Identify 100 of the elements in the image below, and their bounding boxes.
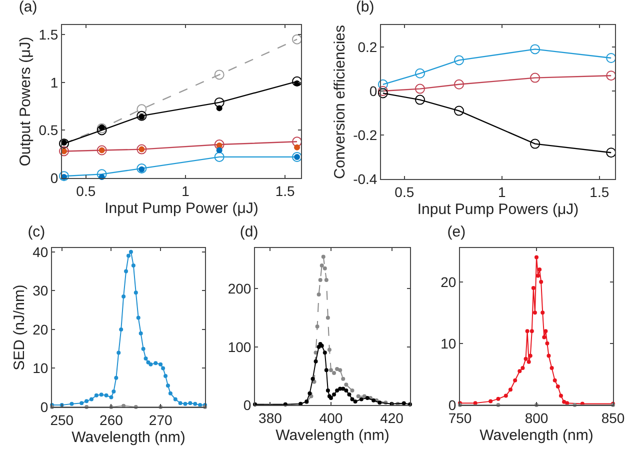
point [606,70,616,81]
point [94,393,98,398]
point [131,263,136,268]
point [310,376,315,381]
point [378,400,382,405]
y-tick-label: 1 [50,74,58,90]
point [530,329,534,334]
y-tick-label: 40 [32,244,48,260]
point [294,144,300,150]
point [154,361,158,366]
point [531,286,536,290]
y-tick-label: 10 [440,335,456,352]
point [193,402,198,406]
point [378,86,388,96]
point [525,329,530,334]
point [338,368,342,372]
point [552,378,557,382]
x-tick-label: 380 [258,410,282,426]
point [359,397,364,402]
point [350,397,354,402]
point [216,147,222,154]
x-tick-label: 260 [100,412,124,428]
point [538,268,542,272]
point [104,393,108,398]
point [415,94,425,105]
x-tick-label: 1 [182,182,190,199]
x-axis-title: Wavelength (nm) [276,426,390,444]
point [454,106,464,116]
chart-title: (e) [447,224,466,241]
x-tick-label: 0.5 [394,184,414,200]
point [122,294,126,298]
x-tick-label: 400 [319,410,343,426]
point [326,316,330,320]
y-tick-label: 0 [243,396,252,413]
point [324,368,328,372]
y-axis-title: Conversion efficiencies [331,25,348,179]
point [341,386,346,391]
point [544,329,548,334]
x-tick-label: 270 [148,412,172,428]
y-tick-label: 1.5 [38,26,58,42]
point [84,399,89,404]
x-tick-label: 250 [50,412,74,428]
point [550,366,554,370]
y-axis-title: SED (nJ/nm) [10,284,28,370]
point [542,335,546,340]
point [308,391,312,396]
point [183,402,188,406]
point [526,360,531,364]
point [539,280,544,284]
y-tick-label: 10 [32,360,48,376]
point [136,163,147,174]
point [112,389,116,394]
chart-title: (b) [356,0,374,16]
point [545,341,550,346]
point [214,140,224,150]
point [161,366,166,370]
point [124,269,128,274]
point [534,255,538,260]
point [326,388,330,392]
point [166,384,170,388]
point [402,401,406,406]
point [214,152,224,162]
point [109,395,114,400]
point [524,356,528,361]
point [126,254,130,258]
point [344,388,348,392]
x-tick-label: 1.5 [590,184,610,200]
point [353,400,358,404]
point [341,376,346,381]
point [344,382,348,387]
point [292,136,302,147]
y-tick-label: 20 [32,321,48,338]
point [606,148,616,158]
point [80,401,84,406]
point [540,310,545,315]
y-tick-label: 30 [32,282,48,299]
point [168,391,172,396]
point [292,76,302,86]
point [119,327,124,332]
point [321,254,326,259]
point [178,401,182,406]
point [58,171,69,182]
point [322,350,327,355]
point [332,392,336,397]
point [324,278,328,282]
y-axis-title: Output Powers (μJ) [16,36,34,166]
point [114,376,118,380]
x-tick-label: 850 [601,410,625,426]
point [518,369,522,374]
point [328,368,333,372]
point [188,401,192,406]
point [520,366,525,370]
point [378,79,388,90]
point [314,359,318,364]
point [99,392,104,397]
point [372,398,376,402]
point [350,388,354,392]
point [606,53,616,63]
point [536,274,540,278]
y-tick-label: -0.2 [353,126,378,143]
